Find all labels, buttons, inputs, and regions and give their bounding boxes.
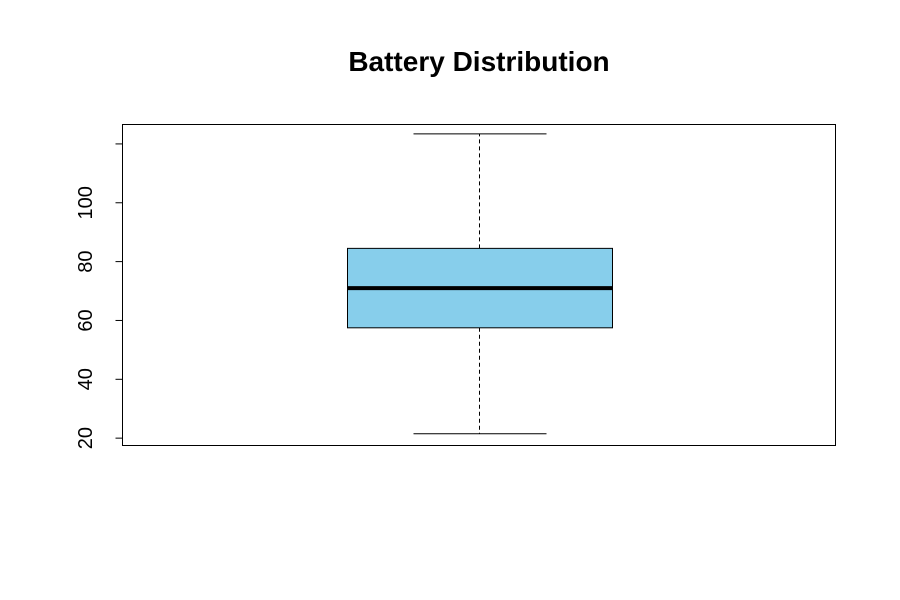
y-tick-label: 60	[75, 309, 97, 331]
y-axis-ticks: 20 40 60 80 100	[75, 144, 123, 449]
boxplot	[348, 134, 613, 434]
y-tick-label: 80	[75, 250, 97, 272]
y-tick-label: 20	[75, 427, 97, 449]
y-tick-label: 100	[75, 186, 97, 219]
y-tick-label: 40	[75, 368, 97, 390]
